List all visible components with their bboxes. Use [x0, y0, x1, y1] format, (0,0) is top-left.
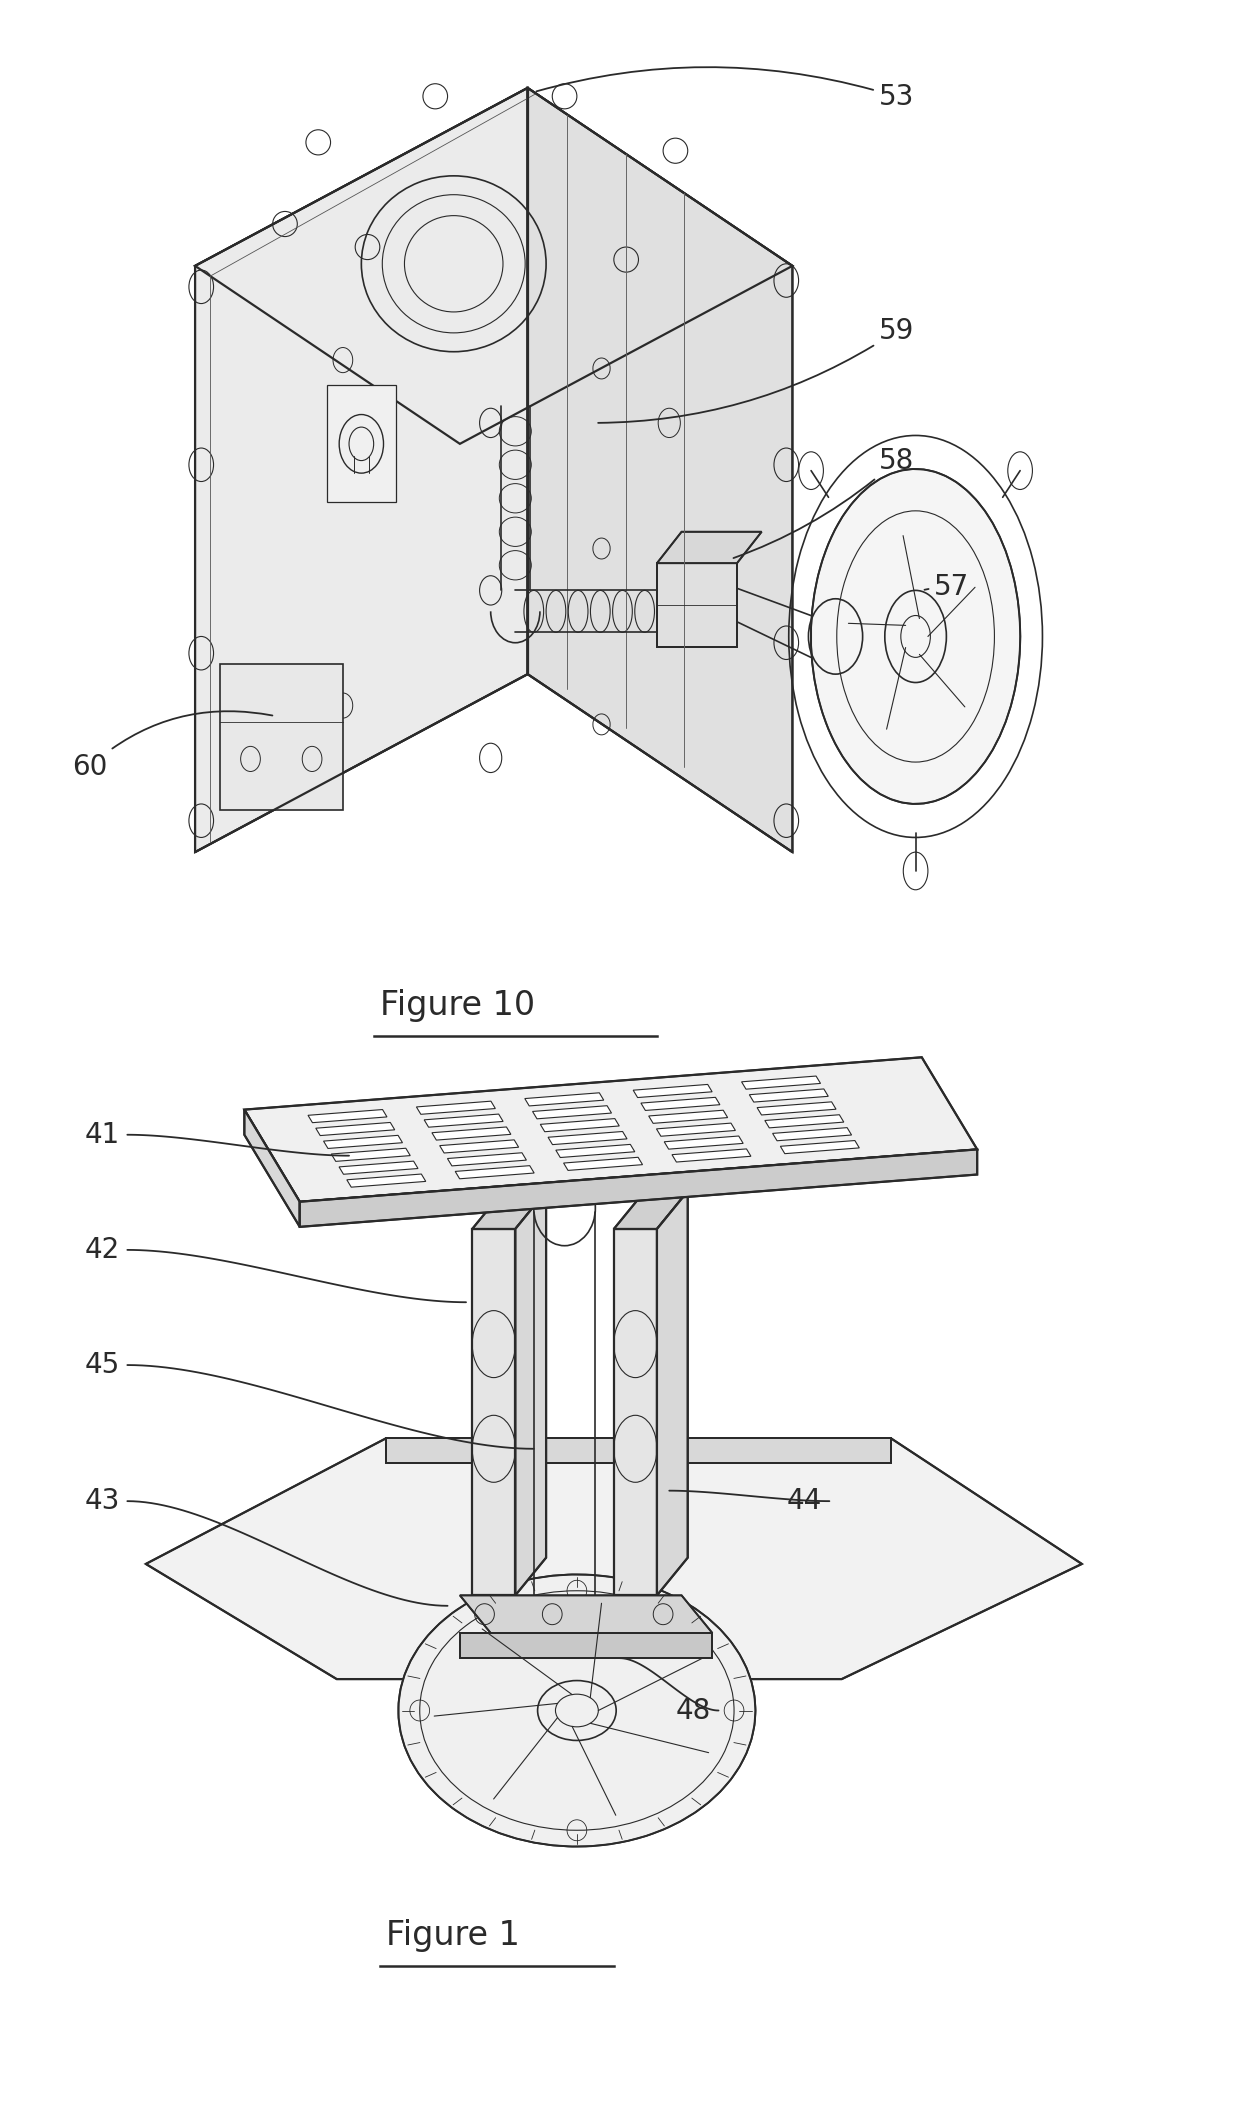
Text: 42: 42	[84, 1236, 119, 1263]
Polygon shape	[742, 1076, 821, 1089]
Text: 44: 44	[786, 1486, 822, 1516]
Text: 53: 53	[537, 67, 914, 111]
Polygon shape	[398, 1574, 755, 1846]
Polygon shape	[472, 1192, 546, 1230]
Polygon shape	[641, 1097, 720, 1110]
Polygon shape	[548, 1131, 627, 1146]
Polygon shape	[614, 1192, 688, 1230]
Polygon shape	[749, 1089, 828, 1101]
Polygon shape	[146, 1438, 1081, 1679]
Polygon shape	[331, 1148, 410, 1162]
Text: 43: 43	[84, 1486, 119, 1516]
Polygon shape	[765, 1114, 843, 1129]
Polygon shape	[516, 1192, 546, 1595]
Text: 58: 58	[734, 448, 914, 557]
Polygon shape	[634, 1085, 712, 1097]
Polygon shape	[649, 1110, 728, 1122]
Polygon shape	[386, 1438, 892, 1463]
Text: Figure 1: Figure 1	[386, 1919, 520, 1953]
Polygon shape	[244, 1057, 977, 1202]
Polygon shape	[339, 1160, 418, 1175]
Polygon shape	[614, 1230, 657, 1595]
Text: 60: 60	[72, 710, 273, 780]
Text: 41: 41	[84, 1120, 119, 1150]
Polygon shape	[424, 1114, 503, 1127]
Polygon shape	[528, 88, 792, 851]
Polygon shape	[195, 88, 528, 851]
Polygon shape	[347, 1175, 425, 1188]
Polygon shape	[657, 563, 737, 647]
Polygon shape	[780, 1141, 859, 1154]
Text: 57: 57	[925, 572, 970, 601]
Polygon shape	[672, 1150, 751, 1162]
Polygon shape	[460, 1595, 712, 1633]
Polygon shape	[564, 1158, 642, 1171]
Polygon shape	[541, 1118, 619, 1131]
Text: Figure 10: Figure 10	[379, 990, 534, 1022]
Polygon shape	[219, 664, 343, 809]
Polygon shape	[758, 1101, 836, 1114]
Text: 59: 59	[598, 317, 914, 423]
Polygon shape	[195, 88, 792, 444]
Polygon shape	[773, 1127, 852, 1141]
Polygon shape	[556, 1143, 635, 1158]
Polygon shape	[448, 1152, 527, 1167]
Polygon shape	[460, 1633, 712, 1658]
Polygon shape	[665, 1135, 743, 1150]
Polygon shape	[525, 1093, 604, 1106]
Polygon shape	[244, 1110, 300, 1228]
Polygon shape	[657, 1192, 688, 1595]
Polygon shape	[440, 1139, 518, 1154]
Text: 45: 45	[84, 1352, 119, 1379]
Polygon shape	[811, 469, 1021, 803]
Polygon shape	[308, 1110, 387, 1122]
Polygon shape	[472, 1230, 516, 1595]
Polygon shape	[327, 385, 396, 502]
Polygon shape	[432, 1127, 511, 1139]
Polygon shape	[656, 1122, 735, 1137]
Text: 48: 48	[676, 1696, 711, 1724]
Polygon shape	[324, 1135, 403, 1148]
Polygon shape	[455, 1167, 534, 1179]
Polygon shape	[300, 1150, 977, 1228]
Polygon shape	[532, 1106, 611, 1118]
Polygon shape	[417, 1101, 495, 1114]
Polygon shape	[316, 1122, 394, 1135]
Polygon shape	[657, 532, 761, 563]
